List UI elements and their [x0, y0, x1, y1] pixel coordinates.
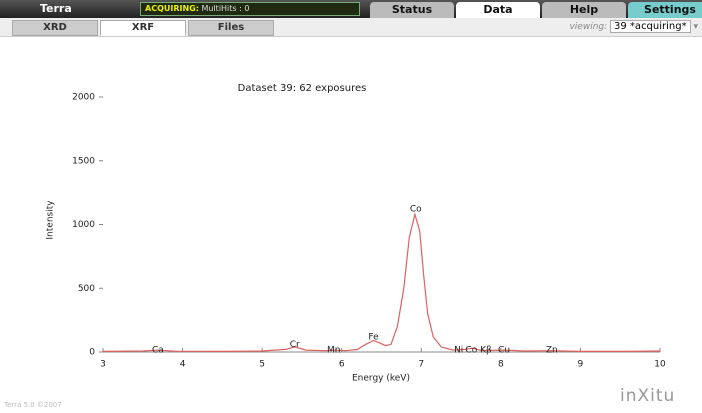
peak-label: Ni	[454, 346, 463, 356]
tab[interactable]: Settings	[628, 2, 702, 18]
y-tick-label: 500	[78, 284, 95, 294]
top-bar: Terra ACQUIRING: MultiHits : 0 Status Dat…	[0, 0, 702, 18]
tab[interactable]: Help	[542, 2, 626, 18]
peak-label: Cu	[498, 346, 510, 356]
chart: Dataset 39: 62 exposures Intensity Energy …	[46, 83, 666, 384]
peak-label: Cr	[290, 340, 300, 350]
app-name: Terra	[40, 2, 72, 15]
x-tick-label: 10	[654, 360, 666, 370]
tab[interactable]: Data	[456, 2, 540, 18]
peak-label: Co	[410, 205, 422, 215]
footer-version: Terra 5.0 ©2007	[4, 401, 62, 409]
chart-title: Dataset 39: 62 exposures	[238, 83, 367, 94]
sub-tab[interactable]: Files	[188, 20, 274, 36]
peak-label: Mn	[327, 346, 340, 356]
y-tick-label: 0	[89, 348, 95, 358]
sub-tab[interactable]: XRD	[12, 20, 98, 36]
y-tick-label: 1500	[72, 156, 95, 166]
viewing-select[interactable]: 39 *acquiring*	[610, 20, 691, 33]
tab[interactable]: Status	[370, 2, 454, 18]
x-tick-label: 5	[259, 360, 265, 370]
peak-label: Fe	[368, 332, 379, 342]
peak-label: Ca	[152, 346, 164, 356]
x-tick-label: 9	[578, 360, 584, 370]
sub-bar: viewing: 39 *acquiring* ▾ XRD XRF Files	[0, 18, 702, 37]
viewing: viewing: 39 *acquiring* ▾	[569, 20, 698, 33]
x-tick-label: 7	[418, 360, 424, 370]
sub-tab[interactable]: XRF	[100, 20, 186, 36]
status-label: ACQUIRING:	[145, 4, 199, 13]
logo: inXitu	[620, 386, 676, 406]
peak-label: Co Kβ	[465, 346, 492, 356]
x-tick-label: 8	[498, 360, 504, 370]
x-tick-label: 6	[339, 360, 345, 370]
x-tick-label: 3	[100, 360, 106, 370]
peak-label: Zn	[546, 346, 558, 356]
spectrum-line	[102, 211, 661, 353]
y-tick-label: 2000	[72, 93, 95, 103]
x-axis-label: Energy (keV)	[352, 374, 410, 384]
x-tick-label: 4	[180, 360, 186, 370]
y-tick-label: 1000	[72, 220, 95, 230]
status-box: ACQUIRING: MultiHits : 0	[140, 2, 360, 16]
y-axis-label: Intensity	[46, 200, 56, 240]
viewing-label: viewing:	[569, 22, 608, 32]
status-text: MultiHits : 0	[201, 4, 250, 13]
